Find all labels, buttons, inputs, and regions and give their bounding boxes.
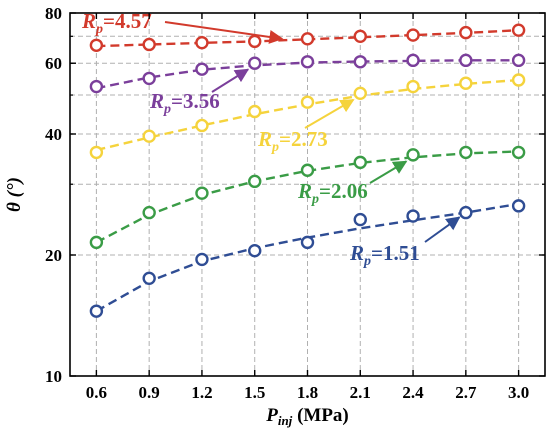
data-point	[89, 304, 104, 318]
x-tick-label: 0.9	[139, 383, 160, 402]
data-point	[459, 145, 473, 160]
series-label-arrow	[424, 216, 461, 243]
y-tick-label: 20	[45, 246, 62, 265]
y-tick-label: 80	[45, 4, 62, 23]
series-3	[89, 145, 526, 250]
series-label-arrow	[369, 160, 408, 184]
x-tick-label: 1.8	[297, 383, 318, 402]
y-tick-label: 60	[45, 54, 62, 73]
data-point	[195, 35, 209, 50]
x-tick-label: 1.2	[191, 383, 212, 402]
series-label-arrow	[211, 68, 250, 93]
series-2	[89, 73, 526, 160]
series-0	[89, 23, 526, 52]
x-tick-label: 2.1	[350, 383, 371, 402]
data-point	[511, 23, 526, 37]
series-label-text: Rp=2.06	[297, 179, 368, 207]
data-point	[248, 243, 262, 258]
data-point	[459, 25, 473, 40]
series-label-arrow	[304, 98, 355, 129]
x-tick-label: 3.0	[508, 383, 529, 402]
data-point	[459, 205, 473, 220]
x-axis-title-unit: (MPa)	[292, 405, 348, 426]
y-axis-title: θ (°)	[4, 177, 25, 212]
data-point	[300, 32, 315, 46]
series-label-1: Rp=3.56	[149, 68, 250, 117]
x-axis-title-sub: inj	[278, 413, 293, 428]
data-point	[353, 155, 367, 170]
data-point	[459, 76, 473, 90]
data-point	[142, 129, 156, 143]
series-label-3: Rp=2.06	[297, 160, 408, 207]
data-point	[406, 53, 420, 68]
data-point	[353, 86, 367, 101]
data-point	[142, 205, 156, 220]
data-point	[195, 186, 209, 200]
data-point	[248, 34, 262, 49]
x-axis-title: Pinj (MPa)	[265, 405, 349, 428]
data-point	[89, 235, 104, 250]
data-point	[142, 37, 156, 52]
data-point	[195, 252, 209, 267]
data-point	[89, 38, 104, 52]
data-point	[300, 163, 315, 177]
series-label-text: Rp=3.56	[149, 89, 220, 117]
data-point	[353, 212, 367, 227]
data-point	[195, 118, 209, 133]
data-point	[459, 53, 473, 68]
data-point	[248, 104, 262, 119]
axes-ticks: 0.6 0.9 1.2 1.5 1.8 2.1 2.4 2.7 3.0 10 20 40 60 80	[45, 4, 545, 402]
data-point	[406, 148, 420, 162]
data-point	[195, 62, 209, 76]
y-tick-label: 10	[45, 367, 62, 386]
data-point	[300, 235, 315, 250]
data-point	[142, 71, 156, 86]
data-point	[353, 29, 367, 44]
series-layer	[89, 23, 526, 318]
data-point	[89, 145, 104, 160]
data-point	[89, 79, 104, 94]
data-point	[248, 56, 262, 70]
series-label-4: Rp=1.51	[349, 216, 461, 269]
data-point	[353, 55, 367, 69]
series-label-2: Rp=2.73	[257, 98, 355, 155]
data-point	[300, 95, 315, 109]
data-point	[406, 28, 420, 42]
data-point	[511, 199, 526, 213]
x-tick-label: 2.7	[455, 383, 477, 402]
data-point	[248, 174, 262, 189]
x-tick-label: 1.5	[244, 383, 265, 402]
x-tick-label: 0.6	[86, 383, 107, 402]
series-label-text: Rp=2.73	[257, 127, 328, 155]
series-label-arrow	[164, 21, 284, 44]
data-point	[511, 53, 526, 68]
data-point	[406, 79, 420, 94]
x-tick-label: 2.4	[402, 383, 424, 402]
data-point	[406, 209, 420, 223]
data-point	[511, 145, 526, 160]
y-tick-label: 40	[45, 125, 62, 144]
series-label-text: Rp=1.51	[349, 241, 420, 269]
data-point	[511, 73, 526, 87]
series-1	[89, 53, 526, 94]
series-4	[89, 199, 526, 318]
data-point	[142, 271, 156, 286]
data-point	[300, 55, 315, 69]
x-axis-title-main: P	[265, 405, 278, 426]
